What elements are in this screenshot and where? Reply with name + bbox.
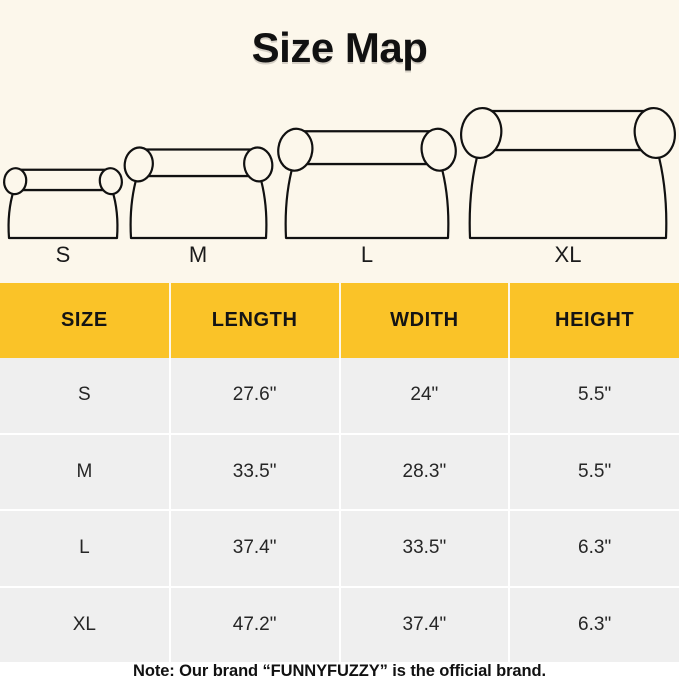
column-header-size: SIZE (0, 283, 171, 358)
bed-bolster-left (3, 167, 28, 196)
cell-width: 37.4" (339, 586, 511, 662)
bed-back-rail (295, 130, 439, 166)
table-row: XL 47.2" 37.4" 6.3" (0, 586, 679, 662)
brand-note: Note: Our brand “FUNNYFUZZY” is the offi… (133, 662, 546, 680)
cell-size: L (0, 510, 171, 588)
bed-bolster-right (98, 167, 123, 196)
footer-note-container: Note: Our brand “FUNNYFUZZY” is the offi… (0, 662, 679, 681)
column-header-width: WDITH (339, 283, 511, 358)
size-table-head: SIZE LENGTH WDITH HEIGHT (0, 283, 679, 358)
bed-bolster-right (420, 127, 457, 172)
page-title: Size Map (251, 24, 428, 71)
bed-illustration-xl (442, 94, 679, 240)
table-row: M 33.5" 28.3" 5.5" (0, 433, 679, 511)
size-label-row: S M L XL (0, 240, 679, 283)
cell-length: 37.4" (169, 510, 341, 588)
size-label-xl: XL (554, 242, 582, 267)
bed-illustration-s (0, 158, 136, 240)
cell-height: 6.3" (509, 586, 679, 662)
table-row: S 27.6" 24" 5.5" (0, 358, 679, 435)
cell-length: 47.2" (169, 586, 341, 662)
cell-height: 5.5" (509, 358, 679, 435)
bed-back-rail (481, 109, 655, 152)
column-header-height: HEIGHT (509, 283, 679, 358)
bed-illustration-m (109, 136, 288, 240)
cell-size: M (0, 433, 171, 511)
bed-illustration-row (0, 96, 679, 240)
bed-bolster-right (633, 106, 676, 160)
size-table-body: S 27.6" 24" 5.5" M 33.5" 28.3" 5.5" L 37.4" 33.5" 6… (0, 358, 679, 662)
table-header-row: SIZE LENGTH WDITH HEIGHT (0, 283, 679, 358)
bed-bolster-right (242, 146, 273, 183)
cell-size: S (0, 358, 171, 435)
bed-bolster-left (460, 106, 503, 160)
cell-size: XL (0, 586, 171, 662)
cell-length: 27.6" (169, 358, 341, 435)
cell-width: 28.3" (339, 433, 511, 511)
bed-bolster-left (277, 127, 314, 172)
cell-width: 24" (339, 358, 511, 435)
bed-body (468, 148, 668, 240)
size-label-l: L (360, 242, 374, 267)
cell-length: 33.5" (169, 433, 341, 511)
bed-back-rail (138, 148, 258, 178)
bed-bolster-left (123, 146, 154, 183)
bed-body (284, 162, 450, 240)
cell-width: 33.5" (339, 510, 511, 588)
column-header-length: LENGTH (169, 283, 341, 358)
bed-illustration-l (261, 116, 473, 240)
size-table: SIZE LENGTH WDITH HEIGHT S 27.6" 24" 5.5" M 3… (0, 283, 679, 662)
cell-height: 6.3" (509, 510, 679, 588)
size-label-m: M (188, 242, 208, 267)
size-label-s: S (55, 242, 71, 267)
bed-back-rail (14, 168, 112, 192)
bed-body (7, 188, 119, 240)
title-container: Size Map (0, 0, 679, 96)
bed-body (129, 174, 267, 240)
cell-height: 5.5" (509, 433, 679, 511)
table-row: L 37.4" 33.5" 6.3" (0, 510, 679, 588)
